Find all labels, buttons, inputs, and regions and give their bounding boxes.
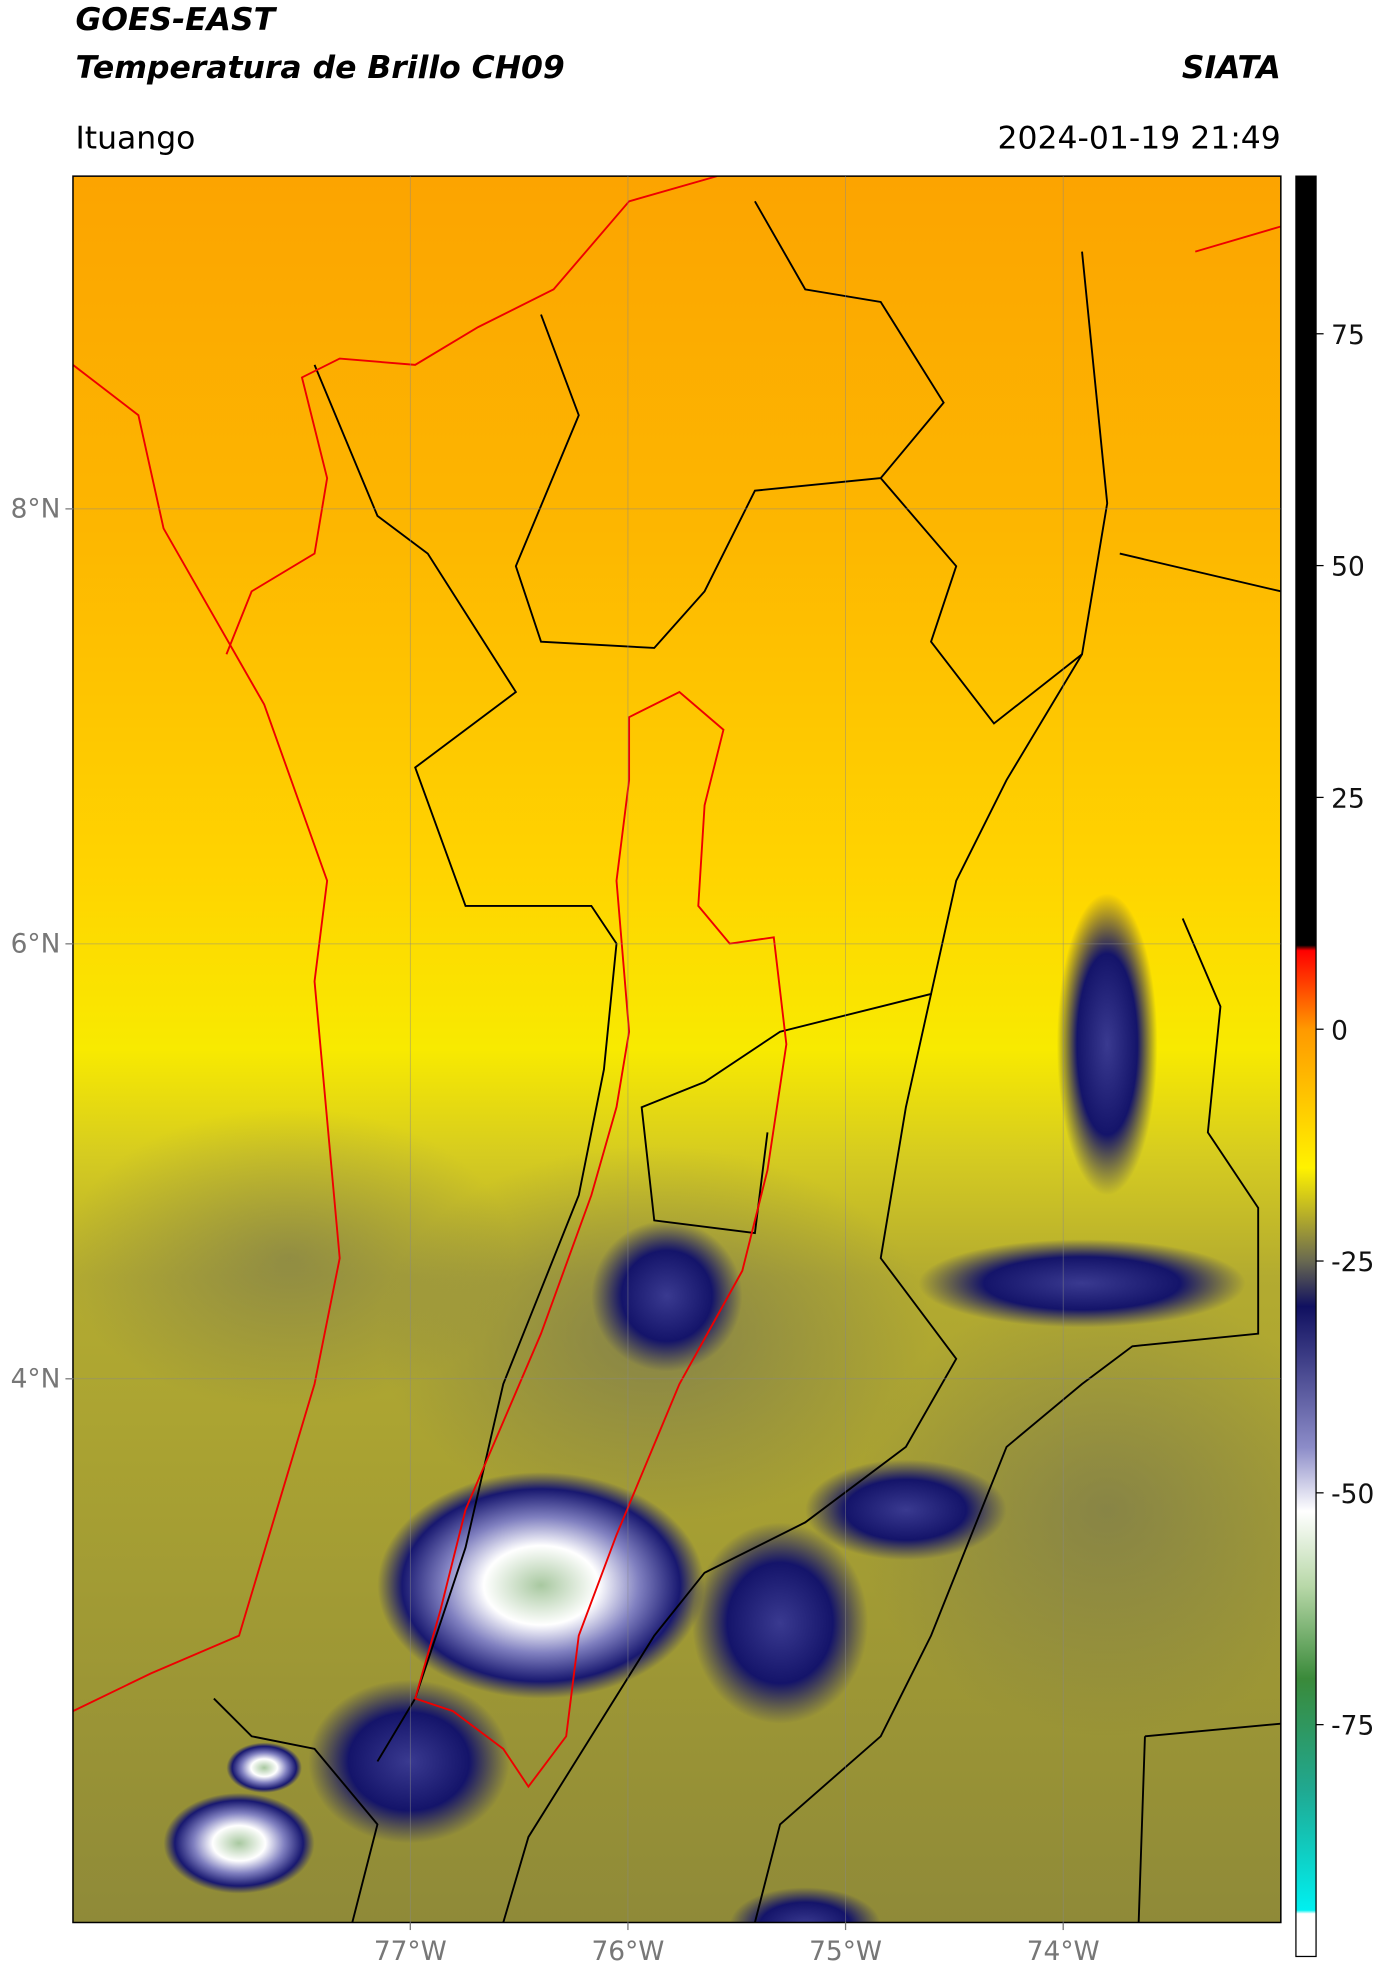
colorbar-tick-label: 50 bbox=[1331, 552, 1365, 583]
map-image bbox=[72, 176, 1281, 1923]
x-tick-label: 74°W bbox=[1027, 1936, 1100, 1967]
colorbar-tick-label: 25 bbox=[1331, 783, 1365, 814]
location: Ituango bbox=[75, 120, 195, 156]
x-tick-label: 77°W bbox=[374, 1936, 447, 1967]
colorbar bbox=[1295, 175, 1317, 1958]
subtitle: Temperatura de Brillo CH09 bbox=[75, 50, 564, 86]
title: GOES-EAST bbox=[75, 2, 277, 38]
org: SIATA bbox=[1182, 50, 1281, 86]
colorbar-tick-label: -25 bbox=[1331, 1247, 1374, 1278]
x-tick-label: 76°W bbox=[591, 1936, 664, 1967]
colorbar-tick-label: -50 bbox=[1331, 1479, 1374, 1510]
y-tick-label: 8°N bbox=[11, 494, 61, 525]
y-tick-label: 4°N bbox=[11, 1364, 61, 1395]
datetime: 2024-01-19 21:49 bbox=[998, 120, 1281, 156]
y-tick-label: 6°N bbox=[11, 929, 61, 960]
colorbar-tick-label: 75 bbox=[1331, 320, 1365, 351]
x-tick-label: 75°W bbox=[809, 1936, 882, 1967]
map-frame bbox=[72, 175, 1282, 1924]
colorbar-tick-label: -75 bbox=[1331, 1711, 1374, 1742]
colorbar-tick-label: 0 bbox=[1331, 1015, 1348, 1046]
